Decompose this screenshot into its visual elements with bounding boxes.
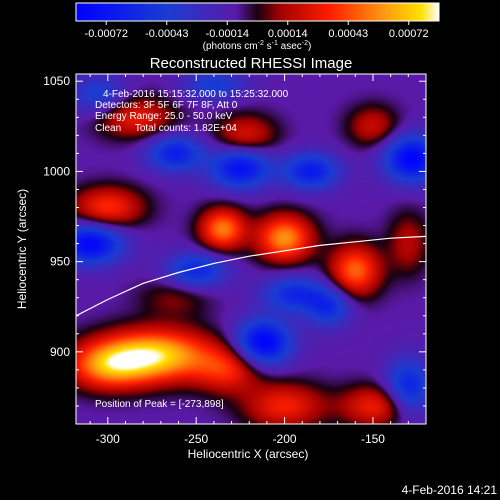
colorbar-tick-label: -0.00043 [145,28,188,40]
y-tick-label: 1050 [43,74,70,88]
axis-ticks: -300 -250 -200 -150 900 950 1000 1050 [43,74,427,446]
solar-limb-curve [76,235,426,317]
y-tick-label: 900 [50,345,70,359]
footer-timestamp: 4-Feb-2016 14:21 [402,483,498,497]
x-tick-label: -250 [184,432,208,446]
x-tick-label: -200 [273,432,297,446]
colorbar-units: (photons cm-2 s-1 asec-2) [203,40,312,52]
method-counts-text: Clean Total counts: 1.82E+04 [95,123,237,134]
colorbar-tick-label: -0.00014 [206,28,249,40]
y-axis-label: Heliocentric Y (arcsec) [15,189,29,309]
colorbar-tick-label: 0.00014 [268,28,308,40]
colorbar-tick-label: 0.00072 [389,28,429,40]
colorbar-tick-label: -0.00072 [85,28,128,40]
x-tick-label: -300 [96,432,120,446]
colorbar: -0.00072 -0.00043 -0.00014 0.00014 0.00043 0.… [75,2,440,52]
image-annotations: 4-Feb-2016 15:15:32.000 to 15:25:32.000 … [95,89,289,410]
peak-position-text: Position of Peak = [-273,898] [95,399,224,410]
heatmap [76,74,426,424]
colorbar-gradient [75,2,440,22]
heatmap-image [76,74,426,424]
x-tick-label: -150 [361,432,385,446]
x-axis-label: Heliocentric X (arcsec) [188,447,309,461]
y-tick-label: 1000 [43,164,70,178]
colorbar-ticks: -0.00072 -0.00043 -0.00014 0.00014 0.00043 0.… [85,21,429,40]
y-tick-label: 950 [50,255,70,269]
time-range-text: 4-Feb-2016 15:15:32.000 to 15:25:32.000 [103,89,289,100]
colorbar-tick-label: 0.00043 [328,28,368,40]
plot-frame [75,73,427,425]
energy-range-text: Energy Range: 25.0 - 50.0 keV [95,111,233,122]
plot-title: Reconstructed RHESSI Image [150,55,353,72]
detectors-text: Detectors: 3F 5F 6F 7F 8F, Att 0 [95,100,238,111]
